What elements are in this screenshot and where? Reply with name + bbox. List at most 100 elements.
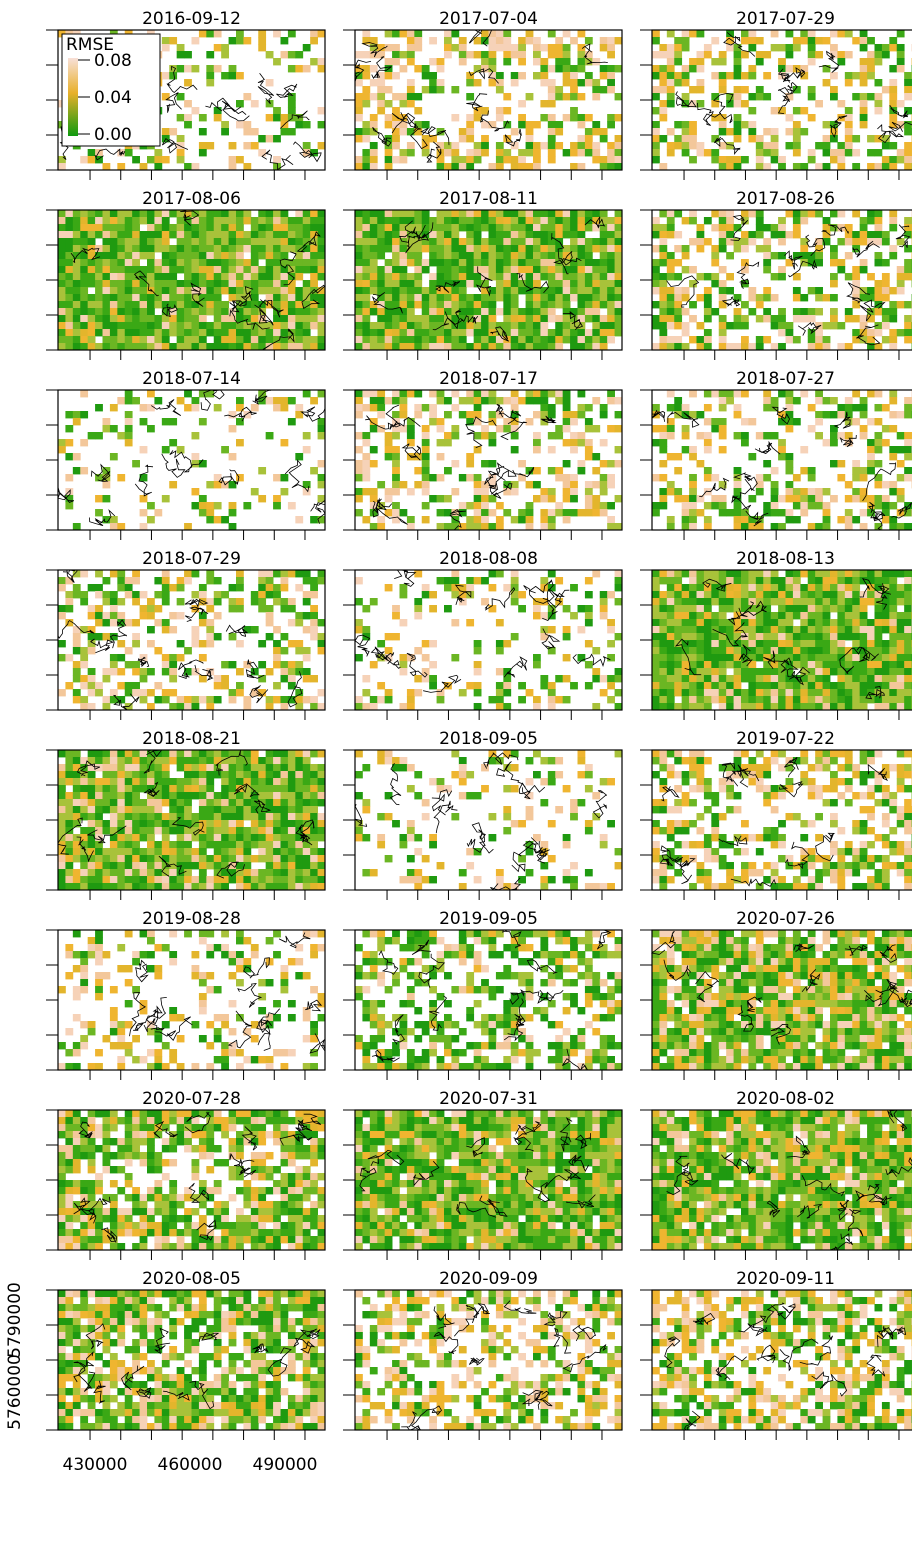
raster-cell xyxy=(400,343,408,350)
raster-cell xyxy=(682,322,690,329)
raster-cell xyxy=(563,654,571,661)
raster-cell xyxy=(526,135,534,142)
raster-cell xyxy=(65,217,73,224)
raster-cell xyxy=(734,44,742,51)
raster-cell xyxy=(496,86,504,93)
raster-cell xyxy=(867,460,875,467)
raster-cell xyxy=(808,343,816,350)
raster-cell xyxy=(199,210,207,217)
raster-cell xyxy=(489,570,497,577)
raster-cell xyxy=(704,502,712,509)
raster-cell xyxy=(177,245,185,252)
raster-cell xyxy=(592,266,600,273)
raster-cell xyxy=(852,633,860,640)
raster-cell xyxy=(726,626,734,633)
raster-cell xyxy=(578,114,586,121)
raster-cell xyxy=(697,509,705,516)
raster-cell xyxy=(823,411,831,418)
raster-cell xyxy=(830,93,838,100)
raster-cell xyxy=(117,231,125,238)
raster-cell xyxy=(882,51,890,58)
raster-cell xyxy=(719,322,727,329)
raster-cell xyxy=(362,135,370,142)
raster-cell xyxy=(763,640,771,647)
raster-cell xyxy=(162,217,170,224)
raster-cell xyxy=(429,58,437,65)
raster-cell xyxy=(793,633,801,640)
raster-cell xyxy=(370,287,378,294)
raster-cell xyxy=(147,329,155,336)
raster-cell xyxy=(823,675,831,682)
raster-cell xyxy=(318,224,326,231)
raster-cell xyxy=(88,259,96,266)
raster-cell xyxy=(459,238,467,245)
raster-cell xyxy=(741,523,749,530)
raster-cell xyxy=(697,689,705,696)
raster-cell xyxy=(466,224,474,231)
raster-cell xyxy=(540,65,548,72)
raster-cell xyxy=(251,598,259,605)
raster-cell xyxy=(251,336,259,343)
raster-cell xyxy=(362,238,370,245)
raster-cell xyxy=(667,689,675,696)
raster-cell xyxy=(414,612,422,619)
raster-cell xyxy=(184,245,192,252)
raster-cell xyxy=(867,210,875,217)
raster-cell xyxy=(748,30,756,37)
raster-cell xyxy=(103,259,111,266)
raster-cell xyxy=(266,51,274,58)
raster-cell xyxy=(808,523,816,530)
raster-cell xyxy=(711,273,719,280)
raster-cell xyxy=(526,329,534,336)
raster-cell xyxy=(206,238,214,245)
raster-cell xyxy=(667,58,675,65)
raster-cell xyxy=(815,619,823,626)
raster-cell xyxy=(103,322,111,329)
raster-cell xyxy=(385,329,393,336)
raster-cell xyxy=(867,217,875,224)
raster-cell xyxy=(73,224,81,231)
raster-cell xyxy=(600,65,608,72)
raster-cell xyxy=(882,404,890,411)
raster-cell xyxy=(852,577,860,584)
raster-cell xyxy=(199,142,207,149)
raster-cell xyxy=(697,619,705,626)
raster-cell xyxy=(243,280,251,287)
raster-cell xyxy=(503,675,511,682)
raster-cell xyxy=(362,626,370,633)
raster-cell xyxy=(867,390,875,397)
raster-cell xyxy=(496,210,504,217)
raster-cell xyxy=(860,682,868,689)
raster-cell xyxy=(800,163,808,170)
raster-cell xyxy=(889,523,897,530)
raster-cell xyxy=(362,390,370,397)
raster-cell xyxy=(199,238,207,245)
raster-cell xyxy=(407,523,415,530)
raster-cell xyxy=(236,231,244,238)
raster-cell xyxy=(80,467,88,474)
raster-cell xyxy=(882,315,890,322)
raster-cell xyxy=(65,605,73,612)
raster-cell xyxy=(563,474,571,481)
raster-cell xyxy=(800,315,808,322)
raster-cell xyxy=(518,682,526,689)
raster-cell xyxy=(652,37,660,44)
raster-cell xyxy=(140,238,148,245)
raster-cell xyxy=(845,397,853,404)
raster-cell xyxy=(585,343,593,350)
raster-cell xyxy=(652,425,660,432)
raster-cell xyxy=(823,439,831,446)
raster-cell xyxy=(763,675,771,682)
raster-cell xyxy=(258,37,266,44)
raster-cell xyxy=(704,661,712,668)
raster-cell xyxy=(808,93,816,100)
raster-cell xyxy=(437,390,445,397)
raster-cell xyxy=(667,224,675,231)
raster-cell xyxy=(652,696,660,703)
raster-cell xyxy=(370,79,378,86)
raster-cell xyxy=(303,612,311,619)
raster-cell xyxy=(511,488,519,495)
raster-cell xyxy=(422,446,430,453)
raster-cell xyxy=(221,315,229,322)
raster-cell xyxy=(474,495,482,502)
